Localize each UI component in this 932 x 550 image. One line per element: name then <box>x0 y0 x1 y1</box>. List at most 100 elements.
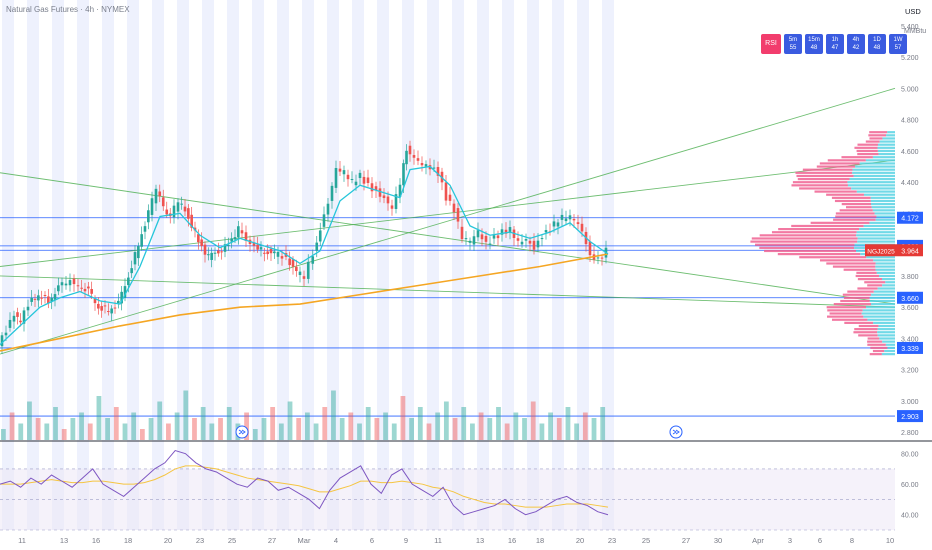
volume-bar <box>105 418 111 440</box>
volume-profile-bar <box>852 168 895 171</box>
volume-profile-bar <box>875 262 895 265</box>
rsi-cell-1w: 1W 57 <box>889 34 907 54</box>
volume-profile-bar <box>844 321 874 324</box>
double-chevron-icon <box>672 429 680 435</box>
volume-bar <box>131 412 137 440</box>
volume-profile-bar <box>877 334 895 337</box>
volume-profile-bar <box>867 340 883 343</box>
rsi-cell-1h: 1h 47 <box>826 34 844 54</box>
volume-profile-bar <box>878 152 895 156</box>
volume-bar <box>44 423 50 440</box>
volume-profile-bar <box>869 299 895 303</box>
volume-bar <box>478 412 484 440</box>
volume-bar <box>79 412 84 440</box>
candle-body <box>386 196 390 204</box>
volume-profile-bar <box>867 318 895 321</box>
candle-body <box>154 188 158 204</box>
session-band <box>427 0 439 530</box>
session-band <box>102 0 114 530</box>
candle-body <box>4 332 8 336</box>
volume-profile-bar <box>866 256 895 259</box>
candle-body <box>50 297 53 302</box>
volume-profile-bar <box>833 303 872 306</box>
volume-bar <box>556 418 562 440</box>
rsi-axis-tick: 40.00 <box>901 513 919 520</box>
time-axis-tick: 23 <box>196 536 204 545</box>
volume-profile-bar <box>802 168 853 171</box>
volume-profile-bar <box>868 134 887 137</box>
volume-bar <box>522 418 527 440</box>
volume-profile-bar <box>839 209 873 212</box>
candle-body <box>516 238 520 241</box>
volume-profile-bar <box>882 340 895 343</box>
candle-body <box>412 155 416 158</box>
candle-body <box>203 244 207 255</box>
volume-bar <box>200 407 206 440</box>
candle-body <box>420 163 424 166</box>
volume-profile-bar <box>859 162 895 165</box>
time-axis-tick: 13 <box>476 536 484 545</box>
trend-line <box>0 159 896 267</box>
volume-bar <box>591 418 597 440</box>
volume-bar <box>9 412 15 440</box>
trend-line <box>0 87 896 355</box>
volume-bar <box>226 407 232 440</box>
volume-profile-bar <box>826 262 876 265</box>
volume-profile-bar <box>877 287 895 290</box>
volume-profile-bar <box>810 221 870 224</box>
volume-bar <box>452 418 458 440</box>
candle-body <box>460 226 464 240</box>
candle-body <box>448 194 452 201</box>
volume-bar <box>35 418 41 440</box>
time-axis-tick: 20 <box>164 536 172 545</box>
volume-profile-bar <box>841 156 873 159</box>
candle-body <box>374 186 378 191</box>
price-axis-tick: 5.400 <box>901 24 919 31</box>
candle-body <box>432 167 436 169</box>
price-axis-tick: 3.400 <box>901 336 919 343</box>
candle-body <box>200 239 203 246</box>
candle-body <box>150 198 154 215</box>
candle-body <box>504 229 508 234</box>
volume-profile-bar <box>875 218 895 221</box>
volume-profile-bar <box>845 206 872 209</box>
candle-body <box>120 291 123 304</box>
volume-profile-bar <box>759 234 857 237</box>
volume-bar <box>70 418 76 440</box>
candle-body <box>12 315 16 322</box>
currency-code[interactable]: USD <box>905 7 921 16</box>
candle-body <box>190 214 193 228</box>
volume-profile-bar <box>874 212 895 215</box>
candle-body <box>273 251 276 254</box>
chart-title: Natural Gas Futures · 4h · NYMEX <box>6 5 130 14</box>
candle-body <box>468 240 472 243</box>
volume-profile-bar <box>870 196 895 199</box>
volume-profile-bar <box>872 209 895 212</box>
volume-profile-bar <box>867 337 880 340</box>
rsi-label: RSI <box>761 34 781 54</box>
volume-bar <box>339 418 345 440</box>
volume-profile-bar <box>871 202 895 206</box>
volume-bar <box>496 407 501 440</box>
time-axis-tick: 8 <box>850 536 854 545</box>
volume-profile-bar <box>856 234 895 237</box>
session-band <box>402 0 414 530</box>
volume-bar <box>183 390 189 440</box>
volume-profile-bar <box>875 268 895 271</box>
time-axis-tick: 16 <box>92 536 100 545</box>
volume-profile-bar <box>884 349 895 353</box>
volume-profile-bar <box>863 224 895 228</box>
volume-bar <box>252 429 258 440</box>
candle-body <box>252 242 256 246</box>
volume-bar <box>331 390 336 440</box>
volume-profile-bar <box>843 268 876 271</box>
volume-bar <box>278 423 284 440</box>
candle-body <box>76 285 80 287</box>
volume-profile-bar <box>835 212 875 215</box>
volume-bar <box>270 407 276 440</box>
candle-body <box>394 194 398 209</box>
candle-body <box>378 188 382 197</box>
candle-body <box>147 210 150 223</box>
candle-body <box>113 307 117 309</box>
